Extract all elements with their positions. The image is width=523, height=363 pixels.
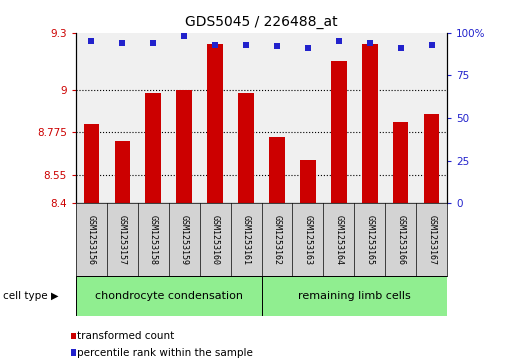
Point	[366, 40, 374, 46]
Title: GDS5045 / 226488_at: GDS5045 / 226488_at	[185, 15, 338, 29]
Point	[149, 40, 157, 46]
Bar	[71, 333, 76, 339]
Text: GSM1253163: GSM1253163	[303, 215, 312, 265]
Text: GSM1253164: GSM1253164	[334, 215, 344, 265]
Text: cell type: cell type	[3, 291, 47, 301]
Text: GSM1253165: GSM1253165	[365, 215, 374, 265]
Bar	[145, 93, 161, 203]
Bar	[393, 122, 408, 203]
Bar	[300, 160, 316, 203]
Bar	[331, 61, 347, 203]
Bar	[84, 124, 99, 203]
Point	[180, 33, 188, 39]
Bar	[362, 44, 378, 203]
Bar	[207, 44, 223, 203]
Point	[427, 42, 436, 48]
Text: GSM1253161: GSM1253161	[242, 215, 251, 265]
Point	[273, 44, 281, 49]
Bar	[262, 276, 447, 316]
Text: GSM1253156: GSM1253156	[87, 215, 96, 265]
Bar	[76, 276, 262, 316]
Text: GSM1253157: GSM1253157	[118, 215, 127, 265]
Text: remaining limb cells: remaining limb cells	[298, 291, 411, 301]
Bar	[71, 349, 76, 356]
Bar	[176, 90, 192, 203]
Text: ▶: ▶	[51, 291, 59, 301]
Text: GSM1253166: GSM1253166	[396, 215, 405, 265]
Text: GSM1253160: GSM1253160	[211, 215, 220, 265]
Text: transformed count: transformed count	[77, 331, 175, 342]
Bar	[115, 141, 130, 203]
Text: GSM1253167: GSM1253167	[427, 215, 436, 265]
Text: GSM1253159: GSM1253159	[179, 215, 189, 265]
Text: GSM1253158: GSM1253158	[149, 215, 158, 265]
Point	[396, 45, 405, 51]
Point	[118, 40, 127, 46]
Text: GSM1253162: GSM1253162	[272, 215, 281, 265]
Text: chondrocyte condensation: chondrocyte condensation	[95, 291, 243, 301]
Bar	[269, 137, 285, 203]
Point	[304, 45, 312, 51]
Point	[211, 42, 219, 48]
Bar	[424, 114, 439, 203]
Point	[242, 42, 250, 48]
Point	[335, 38, 343, 44]
Text: percentile rank within the sample: percentile rank within the sample	[77, 348, 253, 358]
Bar	[238, 93, 254, 203]
Point	[87, 38, 96, 44]
